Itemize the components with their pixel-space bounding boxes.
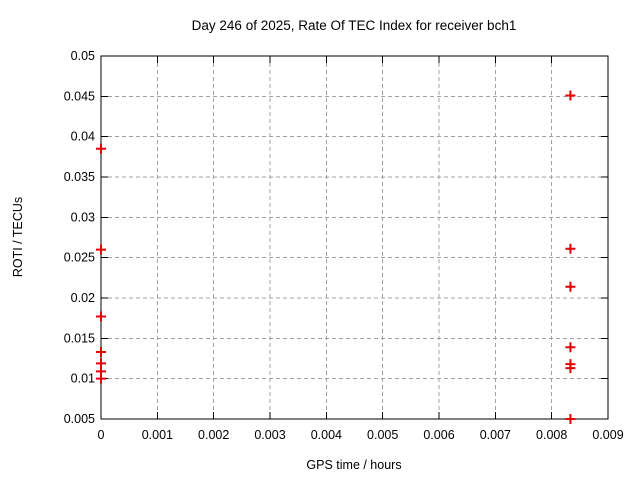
- data-point-marker: [565, 363, 576, 374]
- axis-tick-marks: [100, 55, 609, 420]
- y-tick-label: 0.03: [71, 210, 95, 224]
- y-tick-label: 0.045: [64, 89, 95, 103]
- y-axis-label: ROTI / TECUs: [11, 197, 25, 277]
- x-tick-label: 0.003: [254, 428, 285, 442]
- data-point-marker: [96, 373, 106, 384]
- x-tick-label: 0.008: [536, 428, 567, 442]
- y-tick-label: 0.005: [64, 412, 95, 426]
- y-tick-label: 0.05: [71, 49, 95, 63]
- data-point-marker: [96, 311, 106, 322]
- x-tick-label: 0: [98, 428, 105, 442]
- chart-title: Day 246 of 2025, Rate Of TEC Index for r…: [192, 18, 517, 33]
- plot-border-group: [100, 55, 609, 420]
- data-point-marker: [565, 414, 576, 424]
- x-tick-label: 0.005: [367, 428, 398, 442]
- data-point-marker: [565, 90, 576, 101]
- y-tick-label: 0.01: [71, 372, 95, 386]
- y-tick-label: 0.015: [64, 331, 95, 345]
- x-tick-label: 0.004: [311, 428, 342, 442]
- x-tick-label: 0.006: [423, 428, 454, 442]
- plot-border-rect: [100, 55, 609, 420]
- x-tick-label: 0.009: [592, 428, 623, 442]
- grid-lines: [101, 56, 608, 419]
- data-point-marker: [96, 143, 106, 154]
- data-points: [96, 90, 576, 424]
- data-point-marker: [96, 244, 106, 255]
- x-tick-label: 0.002: [198, 428, 229, 442]
- x-tick-label: 0.007: [480, 428, 511, 442]
- y-tick-label: 0.02: [71, 291, 95, 305]
- x-tick-label: 0.001: [142, 428, 173, 442]
- x-tick-labels: 0 0.001 0.002 0.003 0.004 0.005 0.006 0.007 0.00…: [98, 428, 624, 442]
- x-axis-label: GPS time / hours: [306, 458, 401, 472]
- y-tick-labels: 0.005 0.01 0.015 0.02 0.025 0.03 0.035 0.04 0.04…: [64, 49, 95, 426]
- data-point-marker: [565, 281, 576, 292]
- y-tick-label: 0.025: [64, 251, 95, 265]
- data-point-marker: [565, 243, 576, 254]
- data-point-marker: [96, 347, 106, 358]
- y-tick-label: 0.04: [71, 130, 95, 144]
- y-tick-label: 0.035: [64, 170, 95, 184]
- data-point-marker: [565, 342, 576, 353]
